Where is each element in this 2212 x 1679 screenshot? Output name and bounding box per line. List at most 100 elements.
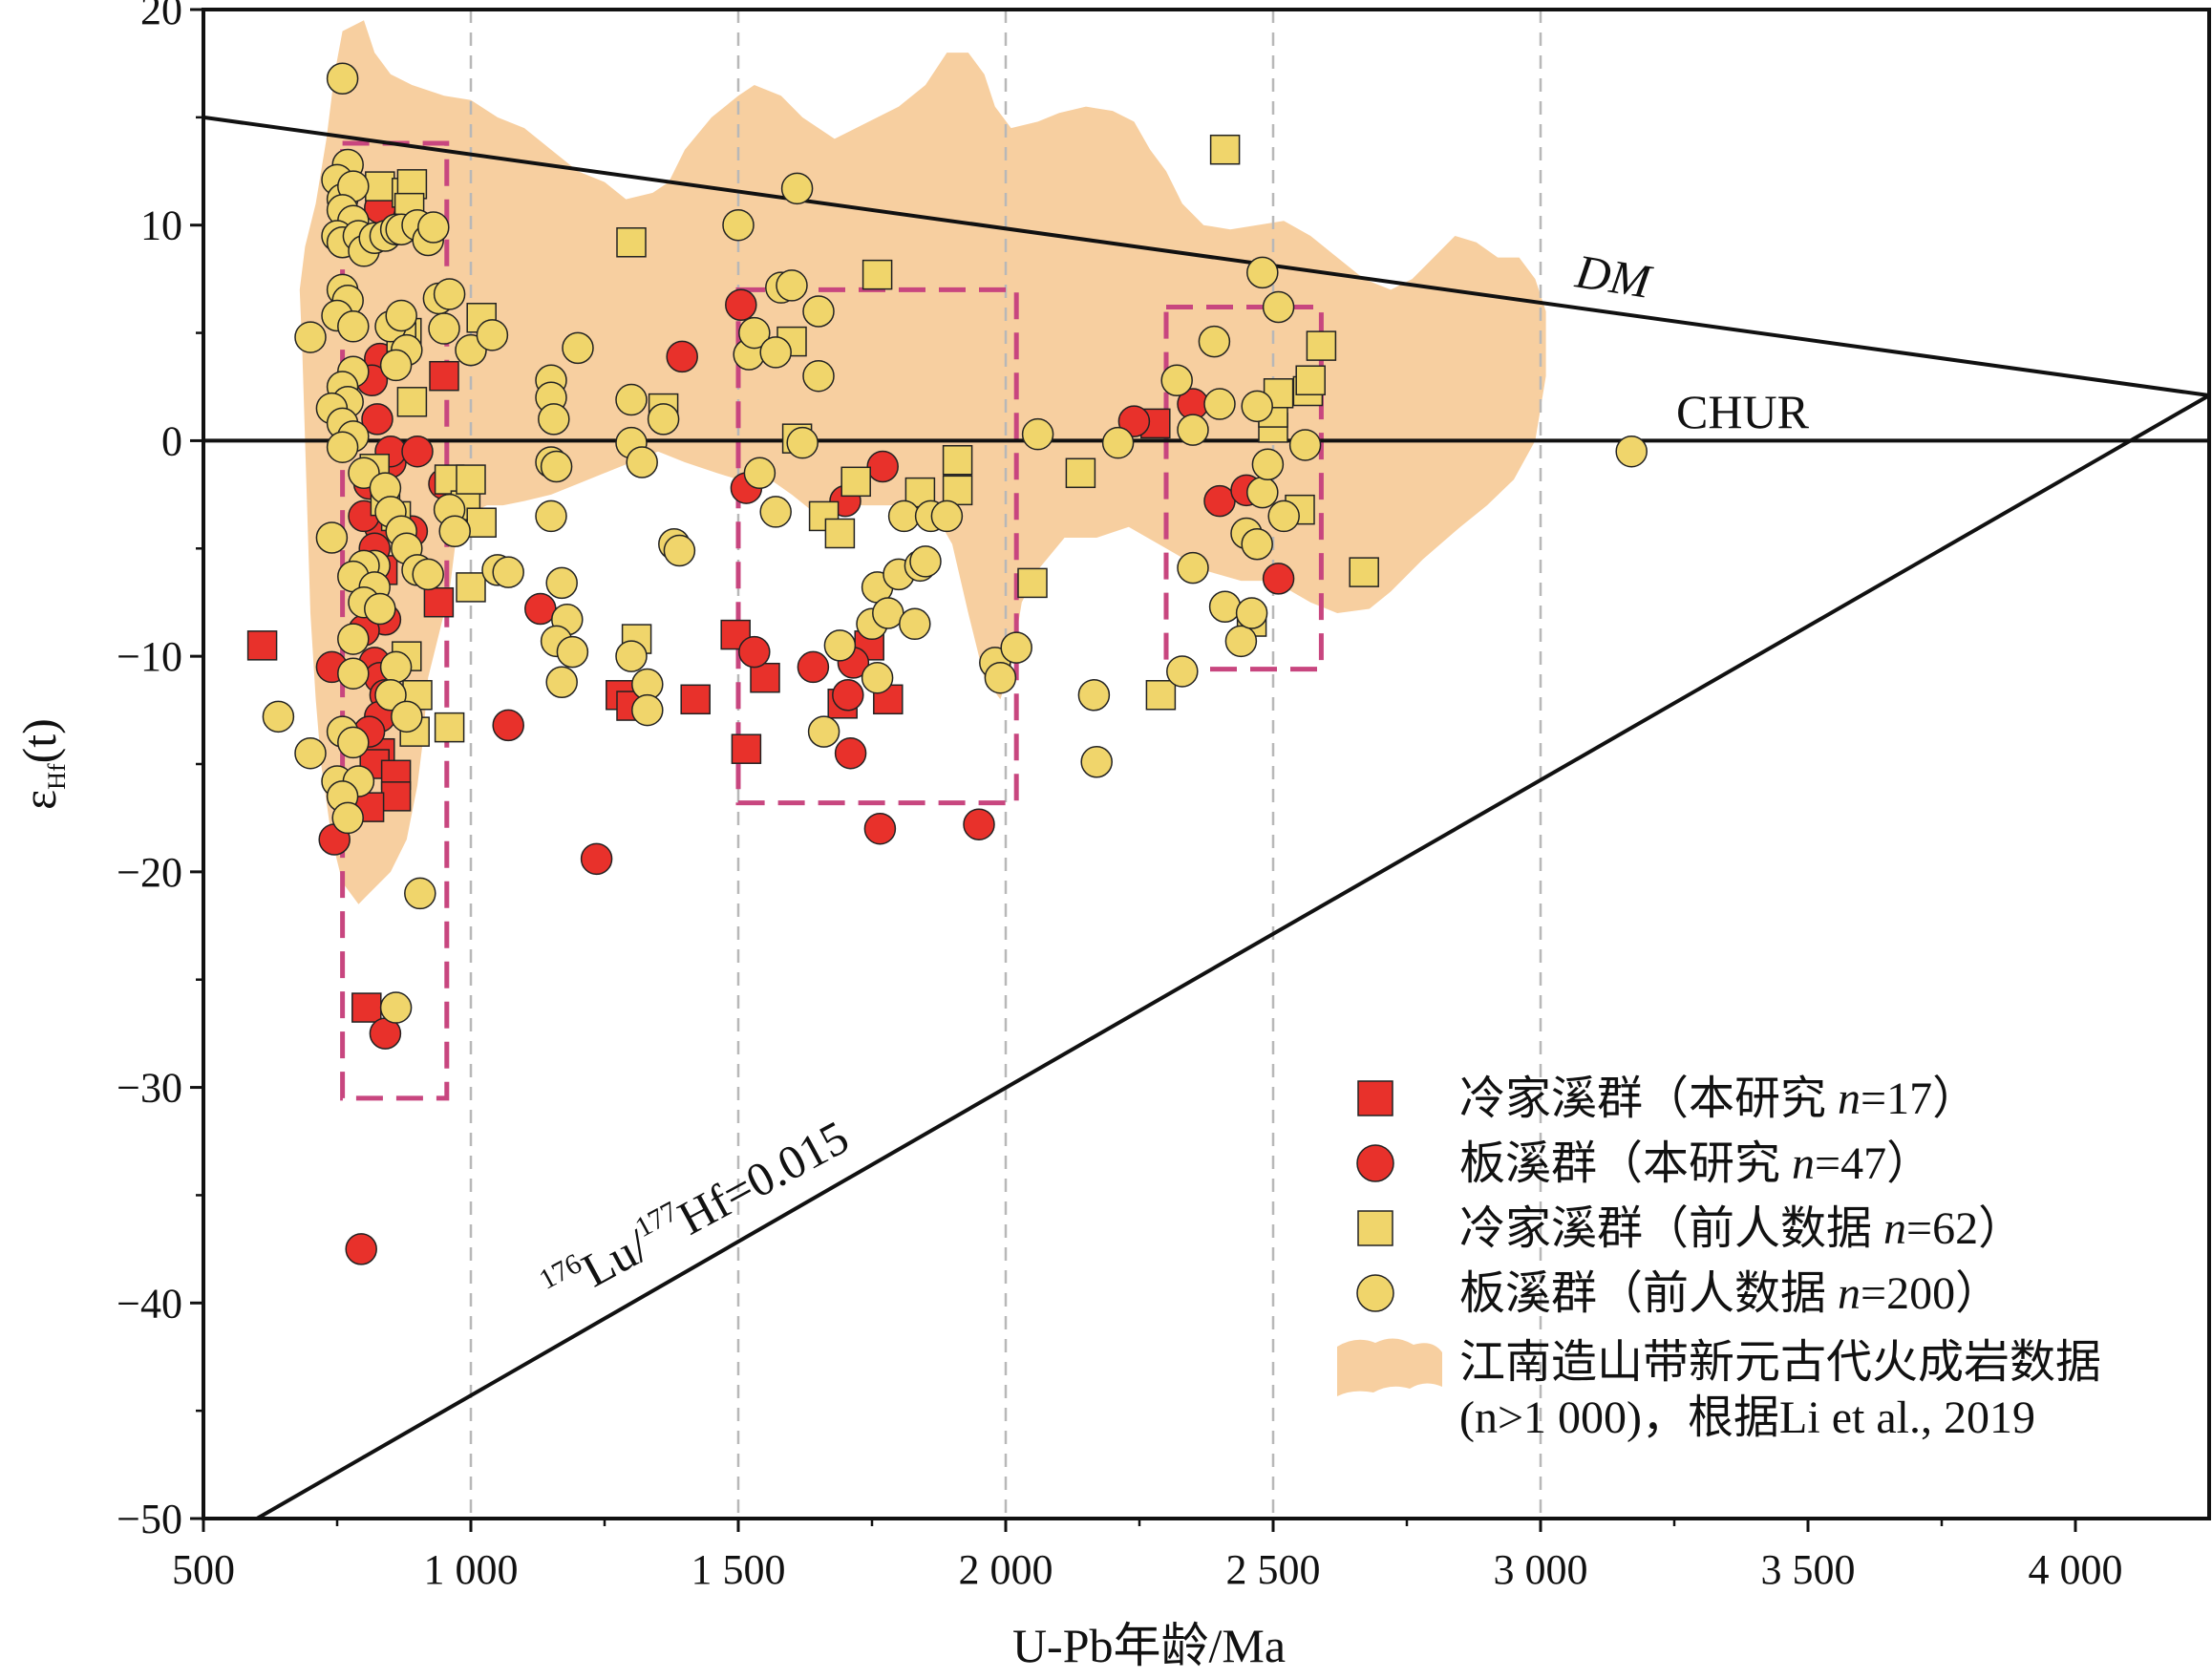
dashed-box-2 xyxy=(735,287,1019,806)
reference-line-3 xyxy=(256,393,2209,1519)
point-s4-110 xyxy=(872,597,904,629)
point-s2-44 xyxy=(1262,563,1295,595)
legend-label-3: 冷家溪群（前人数据 n=62） xyxy=(1459,1203,2024,1254)
point-s4-118 xyxy=(930,499,964,533)
x-tick-label-2000: 2 000 xyxy=(959,1546,1053,1593)
point-s2-25 xyxy=(492,709,524,742)
point-s4-122 xyxy=(1021,417,1054,451)
point-s2-37 xyxy=(866,450,899,483)
point-s1-6 xyxy=(380,781,412,812)
dm-label: DM xyxy=(1571,244,1656,308)
point-s4-129 xyxy=(1177,551,1209,584)
point-s4-48 xyxy=(364,592,396,626)
lu-hf-label-b: Hf=0.015 xyxy=(670,1110,858,1245)
field-area xyxy=(299,20,1546,904)
point-s4-112 xyxy=(887,499,921,533)
point-s3-37 xyxy=(1209,134,1241,165)
point-s4-88 xyxy=(615,640,648,672)
point-s4-142 xyxy=(1267,499,1300,533)
point-s3-14 xyxy=(466,507,497,538)
point-s2-32 xyxy=(797,650,830,684)
point-s4-85 xyxy=(615,383,648,416)
legend-label-1: 冷家溪群（本研究 n=17） xyxy=(1459,1073,1978,1124)
point-s4-65 xyxy=(428,312,460,345)
point-s4-23 xyxy=(294,321,327,353)
y-tick-label-2: 0 xyxy=(161,417,182,464)
point-s4-68 xyxy=(476,319,509,351)
point-s4-25 xyxy=(385,299,417,332)
point-s3-44 xyxy=(1295,365,1326,395)
point-s4-51 xyxy=(379,650,413,684)
y-tick-label-4: −20 xyxy=(117,849,182,896)
point-s3-13 xyxy=(456,464,486,495)
reference-line-1 xyxy=(203,115,2209,398)
point-s4-75 xyxy=(538,403,570,436)
x-tick-label-3500: 3 500 xyxy=(1761,1546,1856,1593)
point-s2-26 xyxy=(524,592,557,626)
point-s4-55 xyxy=(337,726,370,759)
point-s4-34 xyxy=(326,431,359,463)
legend-label-n: n xyxy=(1838,1268,1861,1319)
point-s4-126 xyxy=(1160,364,1193,396)
x-axis-title: U-Pb年龄/Ma xyxy=(1012,1619,1286,1672)
x-tick-label-500: 500 xyxy=(172,1546,235,1593)
point-s4-62 xyxy=(404,877,436,910)
point-s4-130 xyxy=(1198,325,1231,358)
x-tick-label-1000: 1 000 xyxy=(424,1546,519,1593)
point-s4-94 xyxy=(722,208,755,242)
point-s3-45 xyxy=(1306,330,1337,361)
point-s4-120 xyxy=(984,661,1017,694)
y-tick-label-5: −30 xyxy=(117,1065,182,1112)
legend-label-tail: =200） xyxy=(1861,1268,2001,1319)
point-s3-29 xyxy=(840,466,871,498)
point-s4-27 xyxy=(379,349,413,382)
point-s2-28 xyxy=(666,340,698,373)
point-s4-143 xyxy=(1288,429,1322,461)
point-s1-15 xyxy=(731,733,762,764)
point-s4-123 xyxy=(1077,679,1111,712)
point-s4-18 xyxy=(417,211,450,244)
point-s4-103 xyxy=(780,172,814,205)
point-s3-36 xyxy=(1145,680,1177,711)
legend-label-n: n xyxy=(1838,1073,1861,1124)
point-s4-53 xyxy=(391,700,423,733)
legend-marker-3 xyxy=(1357,1210,1393,1246)
point-s3-28 xyxy=(824,518,856,549)
point-s4-90 xyxy=(631,693,664,727)
point-s1-13 xyxy=(680,684,711,715)
point-s3-1 xyxy=(365,171,395,202)
legend-field-line1: 江南造山带新元古代火成岩数据 xyxy=(1459,1337,2101,1388)
x-tick-label-3000: 3 000 xyxy=(1494,1546,1588,1593)
point-s4-115 xyxy=(909,545,942,578)
point-s4-132 xyxy=(1208,590,1242,623)
point-s4-104 xyxy=(786,426,819,459)
legend-label-tail: =62） xyxy=(1906,1203,2024,1254)
point-s3-7 xyxy=(396,387,428,417)
legend-marker-1 xyxy=(1357,1080,1393,1116)
point-s4-96 xyxy=(738,316,771,350)
point-s4-61 xyxy=(294,736,327,770)
legend-label-tail: =17） xyxy=(1861,1073,1978,1124)
point-s2-40 xyxy=(1117,405,1151,437)
point-s4-50 xyxy=(337,657,370,690)
point-s1-10 xyxy=(351,992,382,1023)
legend-label-main: 冷家溪群（前人数据 xyxy=(1459,1203,1872,1254)
legend-marker-4 xyxy=(1356,1274,1394,1312)
point-s4-77 xyxy=(540,450,573,483)
point-s4-138 xyxy=(1251,448,1285,481)
point-s4-63 xyxy=(379,991,413,1024)
y-tick-label-1: 10 xyxy=(140,202,182,249)
point-s4-79 xyxy=(545,566,578,600)
point-s3-46 xyxy=(1349,557,1379,587)
point-s4-133 xyxy=(1224,625,1258,658)
legend-field-swatch xyxy=(1337,1338,1442,1396)
legend-label-n: n xyxy=(1792,1138,1815,1189)
point-s2-4 xyxy=(361,403,393,436)
point-s4-125 xyxy=(1101,426,1135,459)
point-s4-116 xyxy=(899,607,931,641)
legend-field-line2: (n>1 000)，根据Li et al., 2019 xyxy=(1459,1392,2035,1443)
point-s4-1 xyxy=(326,62,359,95)
point-s4-139 xyxy=(1241,390,1273,423)
